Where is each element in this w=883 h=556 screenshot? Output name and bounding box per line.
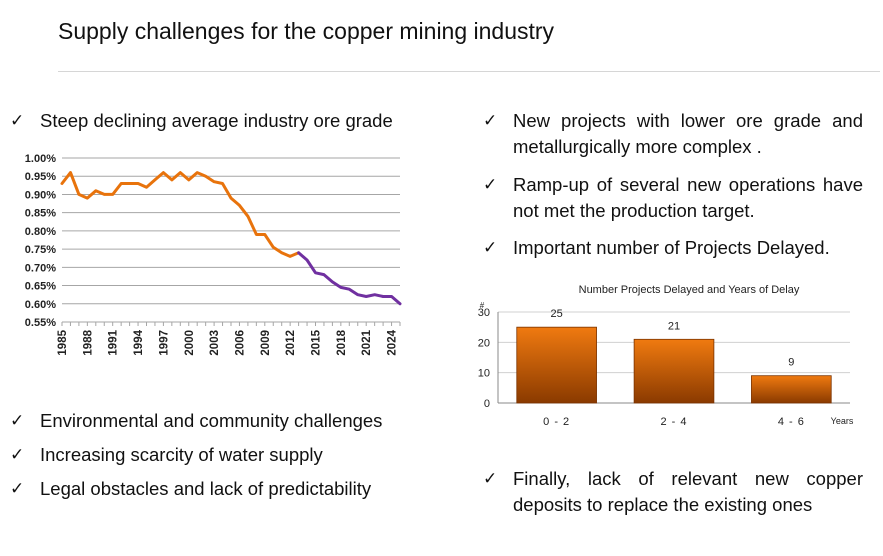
projects-delayed-bar-chart: Number Projects Delayed and Years of Del… bbox=[478, 284, 854, 428]
x-tick-label: 1997 bbox=[158, 330, 170, 356]
bullet-ore-grade: ✓ Steep declining average industry ore g… bbox=[10, 108, 430, 134]
y-tick-label: 0.95% bbox=[25, 171, 56, 183]
bullet-projects-delayed: ✓ Important number of Projects Delayed. bbox=[483, 235, 863, 261]
bar-value-label: 25 bbox=[551, 308, 563, 320]
checkmark-icon: ✓ bbox=[483, 469, 498, 489]
x-tick-label: 1988 bbox=[82, 329, 94, 355]
x-tick-label: 0 - 2 bbox=[543, 416, 570, 428]
y-tick-label: 0.80% bbox=[25, 226, 56, 238]
x-tick-label: 1994 bbox=[133, 329, 145, 355]
y-tick-label: 0.65% bbox=[25, 281, 56, 293]
bar bbox=[751, 375, 832, 404]
bar-chart-title: Number Projects Delayed and Years of Del… bbox=[579, 284, 800, 296]
x-tick-label: 4 - 6 bbox=[778, 416, 805, 428]
bullet-text: Legal obstacles and lack of predictabili… bbox=[40, 478, 372, 499]
y-tick-label: 0.75% bbox=[25, 244, 56, 256]
y-tick-label: 0 bbox=[484, 398, 490, 410]
y-axis-label: # bbox=[480, 301, 485, 310]
bullet-deposits: ✓ Finally, lack of relevant new copper d… bbox=[483, 466, 863, 518]
x-tick-label: 2018 bbox=[336, 329, 348, 355]
bullet-ramp-up: ✓ Ramp-up of several new operations have… bbox=[483, 172, 863, 224]
bar bbox=[633, 338, 715, 404]
checkmark-icon: ✓ bbox=[10, 411, 25, 431]
bullet-text: Increasing scarcity of water supply bbox=[40, 444, 323, 465]
bullet-water: ✓ Increasing scarcity of water supply bbox=[10, 442, 430, 468]
y-tick-label: 30 bbox=[478, 307, 490, 319]
x-tick-label: 2006 bbox=[234, 330, 246, 356]
x-tick-label: 2024 bbox=[387, 329, 399, 355]
bullet-new-projects: ✓ New projects with lower ore grade and … bbox=[483, 108, 863, 160]
bar bbox=[516, 326, 597, 404]
checkmark-icon: ✓ bbox=[483, 238, 498, 258]
x-tick-label: 2015 bbox=[311, 329, 323, 355]
y-tick-label: 0.55% bbox=[25, 317, 56, 329]
checkmark-icon: ✓ bbox=[483, 111, 498, 131]
bullet-text: Finally, lack of relevant new copper dep… bbox=[513, 468, 863, 515]
x-tick-label: 1991 bbox=[108, 329, 120, 355]
x-tick-label: 2003 bbox=[209, 330, 221, 356]
title-divider bbox=[58, 71, 880, 72]
bullet-text: New projects with lower ore grade and me… bbox=[513, 110, 863, 157]
x-tick-label: 2009 bbox=[260, 330, 272, 356]
x-tick-label: 2000 bbox=[184, 330, 196, 356]
x-tick-label: 2012 bbox=[285, 330, 297, 356]
x-axis-label: Years bbox=[831, 416, 854, 426]
y-tick-label: 0.90% bbox=[25, 189, 56, 201]
y-tick-label: 1.00% bbox=[25, 153, 56, 165]
y-tick-label: 0.70% bbox=[25, 262, 56, 274]
bullet-text: Steep declining average industry ore gra… bbox=[40, 110, 393, 131]
checkmark-icon: ✓ bbox=[483, 175, 498, 195]
y-tick-label: 10 bbox=[478, 368, 490, 380]
checkmark-icon: ✓ bbox=[10, 445, 25, 465]
bullet-text: Important number of Projects Delayed. bbox=[513, 237, 830, 258]
bar-value-label: 21 bbox=[668, 320, 680, 332]
x-tick-label: 2021 bbox=[361, 329, 373, 355]
bar-value-label: 9 bbox=[788, 357, 794, 369]
checkmark-icon: ✓ bbox=[10, 111, 25, 131]
bullet-environment: ✓ Environmental and community challenges bbox=[10, 408, 430, 434]
x-tick-label: 1985 bbox=[57, 329, 69, 355]
ore-grade-line-chart: 1.00% 0.95% 0.90% 0.85% 0.80% 0.75% 0.70% 0.65%… bbox=[25, 153, 402, 356]
series-line-0 bbox=[60, 171, 301, 258]
x-tick-label: 2 - 4 bbox=[660, 416, 687, 428]
bullet-legal: ✓ Legal obstacles and lack of predictabi… bbox=[10, 476, 430, 502]
bullet-text: Environmental and community challenges bbox=[40, 410, 383, 431]
y-tick-label: 0.85% bbox=[25, 208, 56, 220]
checkmark-icon: ✓ bbox=[10, 479, 25, 499]
series-line-1 bbox=[297, 251, 402, 306]
y-tick-label: 20 bbox=[478, 337, 490, 349]
bullet-text: Ramp-up of several new operations have n… bbox=[513, 174, 863, 221]
y-tick-label: 0.60% bbox=[25, 299, 56, 311]
slide-title: Supply challenges for the copper mining … bbox=[58, 18, 555, 44]
